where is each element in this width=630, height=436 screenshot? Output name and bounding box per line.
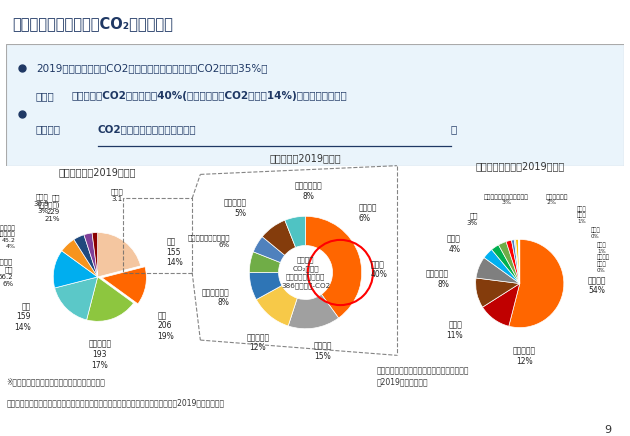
Wedge shape bbox=[84, 233, 98, 277]
Wedge shape bbox=[74, 235, 98, 277]
Text: 産業部門
CO₂排出量
（エネルギー起源）
386百万トン-CO2: 産業部門 CO₂排出量 （エネルギー起源） 386百万トン-CO2 bbox=[281, 256, 330, 289]
Wedge shape bbox=[498, 242, 520, 283]
Text: パルプ・紙・紙加工業
6%: パルプ・紙・紙加工業 6% bbox=[187, 235, 230, 249]
Wedge shape bbox=[512, 240, 520, 283]
Text: 他製品
1%: 他製品 1% bbox=[597, 242, 607, 254]
Wedge shape bbox=[515, 239, 520, 283]
Wedge shape bbox=[306, 216, 362, 318]
Text: 転炉
3%: 転炉 3% bbox=[467, 213, 478, 226]
Text: 2019年度の我が国のCO2排出のうち、産業部門のCO2排出は35%。: 2019年度の我が国のCO2排出のうち、産業部門のCO2排出は35%。 bbox=[36, 63, 268, 73]
Text: 非製造業
6%: 非製造業 6% bbox=[359, 204, 377, 223]
Wedge shape bbox=[98, 232, 140, 277]
Wedge shape bbox=[288, 294, 338, 329]
Wedge shape bbox=[484, 249, 520, 283]
Text: ※中段の数値は二酸化炭素排出量（百万トン）: ※中段の数値は二酸化炭素排出量（百万トン） bbox=[6, 377, 105, 386]
Text: 鋳鉄品
0%: 鋳鉄品 0% bbox=[590, 227, 600, 238]
Text: 産業部門のCO2排出のうち40%(我が国全体のCO2排出の14%)を占める鉄鋼業に: 産業部門のCO2排出のうち40%(我が国全体のCO2排出の14%)を占める鉄鋼業… bbox=[71, 91, 347, 101]
Text: フェロアロイ
2%: フェロアロイ 2% bbox=[546, 194, 569, 205]
Wedge shape bbox=[506, 240, 520, 283]
Wedge shape bbox=[249, 272, 282, 300]
Text: 焼結鉱
11%: 焼結鉱 11% bbox=[446, 320, 462, 340]
Title: 鉄鋼業排出内訳（2019年度）: 鉄鋼業排出内訳（2019年度） bbox=[475, 161, 564, 171]
Wedge shape bbox=[55, 277, 98, 320]
Wedge shape bbox=[285, 216, 306, 247]
Text: CO2排出量の削減は喫緊の課題: CO2排出量の削減は喫緊の課題 bbox=[98, 124, 197, 134]
Title: 産業部門（2019年度）: 産業部門（2019年度） bbox=[270, 153, 341, 164]
Text: 高炉製鉄
54%: 高炉製鉄 54% bbox=[588, 276, 607, 296]
Wedge shape bbox=[514, 240, 520, 283]
Text: 電気炉
4%: 電気炉 4% bbox=[446, 234, 460, 254]
Text: 特に、: 特に、 bbox=[36, 91, 55, 101]
Wedge shape bbox=[518, 239, 520, 283]
Wedge shape bbox=[62, 239, 98, 277]
Text: 工業プロセスおよ
び製品使用
45.2
4%: 工業プロセスおよ び製品使用 45.2 4% bbox=[0, 225, 16, 249]
Text: （出典）経済産業省「総合エネルギー統計」
（2019年度確報値）: （出典）経済産業省「総合エネルギー統計」 （2019年度確報値） bbox=[377, 367, 469, 386]
Wedge shape bbox=[253, 237, 285, 262]
Text: 鉄鋼業
40%: 鉄鋼業 40% bbox=[370, 260, 387, 279]
Text: 銑鉄品
鋳鋼品
1%: 銑鉄品 鋳鋼品 1% bbox=[577, 206, 587, 224]
Text: おいて、: おいて、 bbox=[36, 124, 61, 134]
Text: 化学工業
15%: 化学工業 15% bbox=[313, 341, 331, 361]
Wedge shape bbox=[256, 286, 297, 326]
Wedge shape bbox=[509, 239, 564, 327]
Text: 運輸
206
19%: 運輸 206 19% bbox=[158, 311, 175, 341]
Wedge shape bbox=[476, 278, 520, 307]
Text: ２．鉄鋼業について｜CO₂排出の現状: ２．鉄鋼業について｜CO₂排出の現状 bbox=[13, 17, 173, 31]
Text: 窯業・土石業
8%: 窯業・土石業 8% bbox=[202, 288, 230, 307]
Text: 食品・飲料
5%: 食品・飲料 5% bbox=[224, 198, 246, 218]
Text: 9: 9 bbox=[604, 425, 611, 435]
Text: その他製造業
8%: その他製造業 8% bbox=[294, 181, 322, 201]
Text: （出典）国立研究開発法人国立環境研究所「日本の温室効果ガス排出量データ」（2019年度確報値）: （出典）国立研究開発法人国立環境研究所「日本の温室効果ガス排出量データ」（201… bbox=[6, 399, 224, 408]
Wedge shape bbox=[86, 277, 134, 321]
Wedge shape bbox=[102, 267, 146, 304]
Wedge shape bbox=[476, 258, 520, 283]
Text: 家庭
159
14%: 家庭 159 14% bbox=[14, 302, 31, 332]
Title: 我が国全体（2019年度）: 我が国全体（2019年度） bbox=[59, 167, 137, 177]
Text: 産業
(鉄鋼以外)
229
21%: 産業 (鉄鋼以外) 229 21% bbox=[37, 194, 60, 222]
Wedge shape bbox=[491, 245, 520, 283]
FancyBboxPatch shape bbox=[6, 44, 624, 166]
Text: その他
3.1: その他 3.1 bbox=[111, 188, 123, 201]
Text: 業務その他
193
17%: 業務その他 193 17% bbox=[88, 340, 112, 370]
Text: 廃棄物
30.9
3%: 廃棄物 30.9 3% bbox=[33, 194, 49, 214]
Text: 他鉄鋼製品
8%: 他鉄鋼製品 8% bbox=[426, 269, 449, 289]
Text: 機械製造業
12%: 機械製造業 12% bbox=[246, 333, 269, 352]
Wedge shape bbox=[262, 220, 295, 255]
Wedge shape bbox=[54, 251, 98, 288]
Text: エネルギー
転換
66.2
6%: エネルギー 転換 66.2 6% bbox=[0, 259, 13, 286]
Text: 圧延・鋼管
12%: 圧延・鋼管 12% bbox=[513, 347, 536, 366]
Text: 他鉄鋼業・鉄鋼形材製造業
3%: 他鉄鋼業・鉄鋼形材製造業 3% bbox=[484, 194, 529, 205]
Text: ペレット
鋳鋼品
0%: ペレット 鋳鋼品 0% bbox=[597, 255, 610, 272]
Text: 。: 。 bbox=[451, 124, 457, 134]
Wedge shape bbox=[249, 252, 280, 272]
Wedge shape bbox=[483, 283, 520, 326]
Text: 鉄鋼
155
14%: 鉄鋼 155 14% bbox=[166, 238, 183, 267]
Wedge shape bbox=[92, 232, 98, 277]
